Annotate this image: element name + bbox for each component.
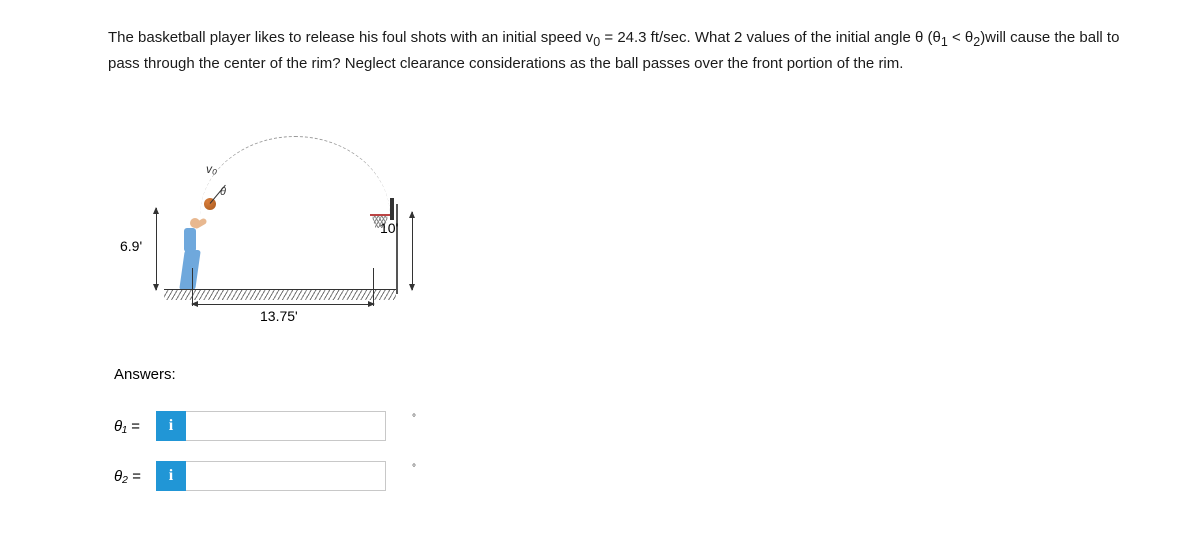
theta1-input[interactable] xyxy=(186,411,386,441)
info-button-theta1[interactable]: i xyxy=(156,411,186,441)
dimension-rim-height xyxy=(408,212,438,290)
theta2-var-label: θ₂ = xyxy=(114,468,150,485)
theta1-unit: ° xyxy=(412,413,416,424)
info-button-theta2[interactable]: i xyxy=(156,461,186,491)
diagram: v₀ θ 6.9' 10' 13.75' xyxy=(120,106,440,336)
horizontal-distance-label: 13.75' xyxy=(260,308,298,324)
player-figure xyxy=(176,220,200,290)
release-height-label: 6.9' xyxy=(120,238,142,254)
answer-row-theta2: θ₂ = i ° xyxy=(114,461,1140,491)
trajectory-arc xyxy=(200,136,390,216)
answers-heading: Answers: xyxy=(114,366,1140,383)
v0-label: v₀ xyxy=(206,162,217,176)
answer-row-theta1: θ₁ = i ° xyxy=(114,411,1140,441)
theta1-var-label: θ₁ = xyxy=(114,418,150,435)
theta2-unit: ° xyxy=(412,463,416,474)
ground-hatch xyxy=(164,290,396,300)
question-text: The basketball player likes to release h… xyxy=(108,26,1140,76)
rim-height-label: 10' xyxy=(380,220,398,236)
theta-label: θ xyxy=(220,186,226,198)
theta2-input[interactable] xyxy=(186,461,386,491)
